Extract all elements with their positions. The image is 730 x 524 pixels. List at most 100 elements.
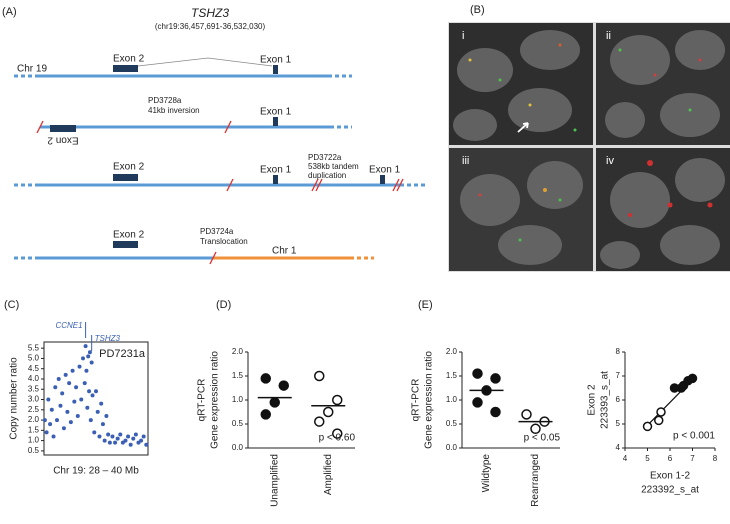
- y-tick-label: 6: [616, 395, 621, 404]
- exon-label: Exon 1: [260, 107, 292, 118]
- breakpoint: [396, 178, 404, 192]
- y-tick-label: 0.0: [446, 443, 458, 452]
- point: [106, 432, 111, 437]
- y-tick-label: 2.0: [232, 347, 244, 356]
- point: [94, 389, 98, 394]
- point: [104, 413, 109, 418]
- annotation: p < 0.60: [319, 433, 356, 444]
- panel-label: (A): [2, 6, 17, 18]
- point: [44, 430, 49, 435]
- y-tick-label: 8: [616, 347, 621, 356]
- y-tick-label: 7: [616, 371, 621, 380]
- arrow: [517, 122, 529, 133]
- y-tick-label: 2.0: [446, 347, 458, 356]
- point: [75, 413, 80, 418]
- x-tick-label: 5: [645, 454, 650, 463]
- point: [128, 442, 133, 447]
- panel-label: (D): [216, 299, 231, 311]
- point: [92, 430, 97, 435]
- point: [85, 405, 90, 410]
- exon: [273, 65, 278, 74]
- annotation: p < 0.001: [673, 431, 715, 442]
- point: [100, 422, 105, 427]
- point: [123, 438, 128, 443]
- y-tick-label: 4.5: [28, 364, 40, 373]
- intron: [137, 57, 273, 67]
- annotation: TSHZ3: [95, 334, 121, 343]
- axis-label: Exon 2: [587, 384, 598, 416]
- panel-label: (C): [4, 299, 19, 311]
- point: [58, 403, 63, 408]
- point: [139, 438, 144, 443]
- event-label: Translocation: [200, 237, 248, 246]
- event-label: 41kb inversion: [148, 106, 200, 115]
- point: [115, 436, 120, 441]
- chromosome-label: Chr 1: [272, 246, 297, 257]
- breakpoint: [224, 120, 232, 134]
- quadrant-label: iii: [462, 155, 469, 167]
- point: [84, 368, 89, 373]
- y-tick-label: 0.0: [232, 443, 244, 452]
- point: [107, 440, 112, 445]
- point: [141, 434, 146, 439]
- point: [472, 368, 483, 379]
- point: [133, 432, 138, 437]
- exon: [273, 175, 278, 184]
- y-tick-label: 4: [616, 443, 621, 452]
- point: [42, 418, 47, 423]
- point: [61, 426, 66, 431]
- point: [53, 385, 58, 390]
- y-tick-label: 5.5: [28, 343, 40, 352]
- point: [82, 381, 87, 386]
- breakpoint: [311, 178, 319, 192]
- point: [472, 397, 483, 408]
- exon-label: Exon 2: [113, 54, 145, 65]
- point: [55, 418, 59, 423]
- fish-signals: [468, 43, 713, 242]
- exon: [273, 117, 278, 126]
- point: [530, 423, 541, 435]
- y-tick-label: 1.5: [446, 371, 458, 380]
- point: [49, 407, 54, 412]
- axis-label: 223392_s_at: [641, 485, 699, 496]
- point: [46, 397, 51, 402]
- point: [79, 397, 84, 402]
- point: [490, 373, 501, 384]
- point: [144, 442, 149, 447]
- point: [278, 380, 289, 391]
- point: [87, 389, 92, 394]
- point: [656, 407, 666, 417]
- sample-label: PD3722a: [308, 153, 342, 162]
- quadrant-label: i: [462, 30, 464, 42]
- point: [654, 415, 664, 426]
- axis-label: Gene expression ratio: [210, 351, 221, 449]
- x-tick-label: 6: [668, 454, 673, 463]
- y-tick-label: 0.5: [446, 419, 458, 428]
- point: [323, 406, 334, 418]
- exon: [113, 174, 138, 181]
- point: [642, 421, 653, 432]
- annotation: p < 0.05: [524, 433, 561, 444]
- y-tick-label: 2.0: [28, 415, 40, 424]
- x-tick-label: Amplified: [323, 454, 334, 495]
- point: [87, 350, 92, 355]
- y-tick-label: 1.0: [232, 395, 244, 404]
- point: [314, 416, 325, 427]
- point: [269, 397, 280, 408]
- panel-label: (E): [418, 299, 433, 311]
- exon: [50, 125, 76, 132]
- y-tick-label: 4.0: [28, 374, 40, 383]
- x-tick-label: Rearranged: [530, 454, 541, 507]
- point: [687, 373, 698, 384]
- exon-label: Exon 1: [260, 165, 292, 176]
- point: [70, 368, 75, 373]
- x-tick-label: 7: [690, 454, 695, 463]
- point: [131, 436, 136, 441]
- axis-label: qRT-PCR: [411, 379, 422, 422]
- gene-name: TSHZ3: [191, 6, 229, 20]
- point: [74, 385, 79, 390]
- point: [88, 418, 93, 423]
- chromosome-label: Chr 19: [17, 64, 47, 75]
- point: [113, 440, 118, 445]
- point: [60, 391, 65, 396]
